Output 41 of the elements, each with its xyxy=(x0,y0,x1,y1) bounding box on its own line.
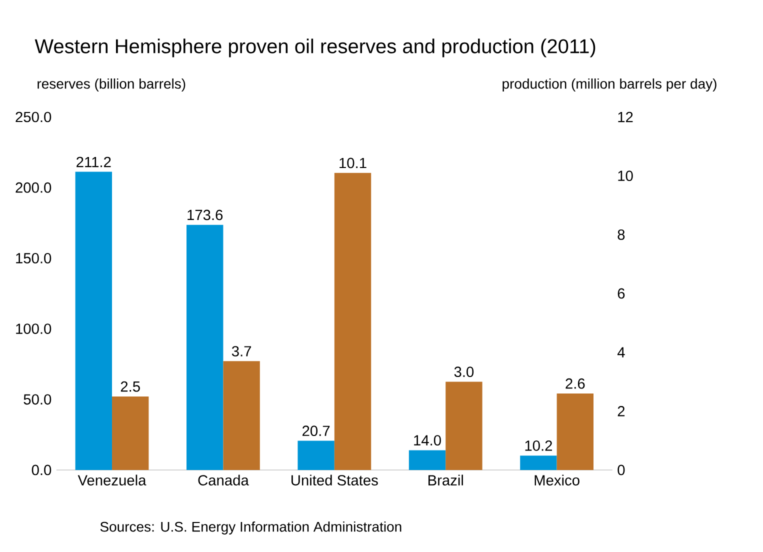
y2-tick-label: 6 xyxy=(618,288,625,299)
source-note: Sources: U.S. Energy Information Administration xyxy=(100,521,402,535)
y-tick-label: 150.0 xyxy=(16,253,52,264)
y-tick-label: 0.0 xyxy=(32,464,52,476)
x-tick-label: Venezuela xyxy=(78,474,146,486)
y2-tick-label: 10 xyxy=(618,170,633,182)
bar xyxy=(186,224,224,470)
data-label: 10.2 xyxy=(525,440,552,451)
bar xyxy=(520,456,557,470)
x-tick-label: Canada xyxy=(198,474,249,486)
y-tick-label: 250.0 xyxy=(16,112,52,122)
data-label: 2.5 xyxy=(120,381,140,392)
y2-tick-label: 12 xyxy=(618,112,633,122)
bar xyxy=(446,382,482,470)
y-tick-label: 100.0 xyxy=(16,324,52,334)
bar xyxy=(298,440,334,470)
data-label: 14.0 xyxy=(414,435,441,446)
y2-tick-label: 0 xyxy=(618,464,625,476)
data-label: 2.6 xyxy=(566,378,585,389)
data-label: 20.7 xyxy=(302,426,330,436)
bar xyxy=(408,450,446,470)
data-label: 173.6 xyxy=(188,210,223,220)
data-label: 3.0 xyxy=(454,366,474,378)
bar xyxy=(334,172,372,470)
y2-tick-label: 8 xyxy=(618,229,625,240)
y-tick-label: 200.0 xyxy=(16,182,52,193)
y-tick-label: 50.0 xyxy=(24,394,52,405)
y2-tick-label: 2 xyxy=(618,406,625,416)
bar xyxy=(556,394,594,470)
x-tick-label: Mexico xyxy=(534,474,580,486)
x-tick-label: United States xyxy=(292,474,378,486)
data-label: 211.2 xyxy=(76,156,111,168)
chart-title: Western Hemisphere proven oil reserves and production (2011) xyxy=(34,38,596,58)
bar xyxy=(112,396,149,470)
y-axis-title: reserves (billion barrels) xyxy=(38,78,186,92)
y2-axis-title: production (million barrels per day) xyxy=(502,78,716,92)
y2-tick-label: 4 xyxy=(617,347,625,358)
bar xyxy=(75,172,112,470)
data-label: 3.7 xyxy=(232,346,252,356)
data-label: 10.1 xyxy=(340,158,366,168)
x-tick-label: Brazil xyxy=(428,474,463,486)
